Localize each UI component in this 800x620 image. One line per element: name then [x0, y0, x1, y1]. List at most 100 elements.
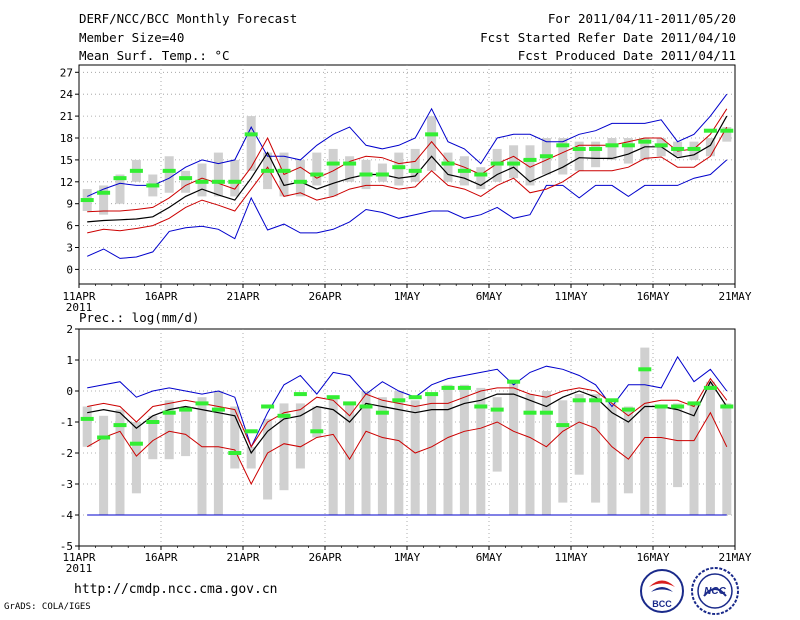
observation-mark [605, 143, 619, 148]
observation-mark [375, 410, 389, 415]
observation-mark [474, 404, 488, 409]
x-tick-label: 11APR [62, 290, 95, 303]
observation-mark [654, 143, 668, 148]
ensemble-box [443, 384, 453, 515]
fcst-produced-date: Fcst Produced Date 2011/04/11 [517, 48, 736, 63]
ensemble-box [246, 446, 256, 469]
x-tick-label: 16MAY [636, 290, 669, 303]
max-line [87, 355, 728, 449]
observation-mark [720, 128, 734, 133]
ensemble-box [574, 141, 584, 171]
ensemble-box [558, 400, 568, 503]
ensemble-mean-line [87, 380, 728, 455]
ensemble-box [279, 403, 289, 491]
observation-mark [277, 168, 291, 173]
observation-mark [638, 139, 652, 144]
x-tick-label: 6MAY [476, 551, 503, 564]
ensemble-box [213, 391, 223, 515]
observation-mark [228, 179, 242, 184]
x-tick-label: 11MAY [554, 290, 587, 303]
x-tick-label-year: 2011 [66, 562, 93, 575]
observation-mark [523, 157, 537, 162]
ensemble-box [427, 394, 437, 515]
observation-mark [621, 407, 635, 412]
ensemble-box [525, 394, 535, 515]
ensemble-box [230, 159, 240, 197]
ensemble-box [607, 138, 617, 160]
y-tick-label: -2 [60, 447, 73, 460]
ensemble-box [197, 397, 207, 515]
ensemble-box [656, 406, 666, 515]
observation-mark [425, 392, 439, 397]
observation-mark [408, 395, 422, 400]
mean-plus-sd-line [87, 108, 728, 213]
ensemble-box [213, 152, 223, 197]
ensemble-box [295, 159, 305, 197]
mean-minus-sd-line [87, 126, 728, 234]
observation-mark [195, 401, 209, 406]
y-tick-label: 6 [66, 220, 73, 233]
x-tick-label: 21APR [226, 551, 259, 564]
ensemble-box [312, 406, 322, 438]
x-tick-label: 1MAY [394, 290, 421, 303]
ensemble-box [591, 394, 601, 503]
observation-mark [720, 404, 734, 409]
observation-mark [244, 132, 258, 137]
y-tick-label: 21 [60, 110, 73, 123]
observation-mark [687, 401, 701, 406]
x-tick-label: 26APR [308, 290, 341, 303]
chart-title: DERF/NCC/BCC Monthly Forecast [79, 11, 298, 26]
observation-mark [539, 410, 553, 415]
ensemble-box [410, 400, 420, 515]
x-tick-label-year: 2011 [66, 301, 93, 314]
observation-mark [179, 407, 193, 412]
observation-mark [179, 176, 193, 181]
observation-mark [605, 398, 619, 403]
observation-mark [129, 168, 143, 173]
y-tick-label: -4 [60, 509, 74, 522]
ensemble-box [377, 397, 387, 515]
ensemble-box [164, 156, 174, 193]
bcc-logo: BCC [639, 568, 685, 618]
ensemble-box [263, 418, 273, 500]
mean-plus-sd-line [87, 377, 728, 448]
observation-mark [457, 168, 471, 173]
ensemble-box [722, 403, 732, 515]
y-tick-label: 2 [66, 323, 73, 336]
min-line [86, 159, 728, 259]
observation-mark [326, 161, 340, 166]
observation-mark [539, 154, 553, 159]
ensemble-box [705, 381, 715, 515]
observation-mark [80, 198, 94, 203]
observation-mark [572, 398, 586, 403]
y-tick-label: -3 [60, 478, 73, 491]
ensemble-box [541, 391, 551, 515]
observation-mark [195, 179, 209, 184]
ensemble-box [476, 167, 486, 190]
ensemble-box [476, 387, 486, 515]
observation-mark [441, 161, 455, 166]
observation-mark [162, 410, 176, 415]
ensemble-box [345, 156, 355, 182]
y-tick-label: -5 [60, 540, 73, 553]
svg-text:BCC: BCC [652, 599, 672, 609]
ensemble-box [558, 138, 568, 175]
observation-mark [293, 179, 307, 184]
observation-mark [146, 420, 160, 424]
observation-mark [113, 423, 127, 428]
fcst-started-date: Fcst Started Refer Date 2011/04/10 [480, 30, 736, 45]
observation-mark [425, 132, 439, 137]
observation-mark [80, 416, 94, 421]
ensemble-box [443, 152, 453, 182]
observation-mark [490, 161, 504, 166]
grads-credit: GrADS: COLA/IGES [4, 602, 91, 612]
source-url[interactable]: http://cmdp.ncc.cma.gov.cn [74, 582, 278, 597]
observation-mark [703, 385, 717, 390]
observation-mark [671, 146, 685, 151]
observation-mark [343, 401, 357, 406]
y-tick-label: 12 [60, 176, 73, 189]
observation-mark [310, 429, 324, 434]
observation-mark [457, 385, 471, 390]
observation-mark [97, 435, 111, 440]
observation-mark [507, 379, 521, 384]
